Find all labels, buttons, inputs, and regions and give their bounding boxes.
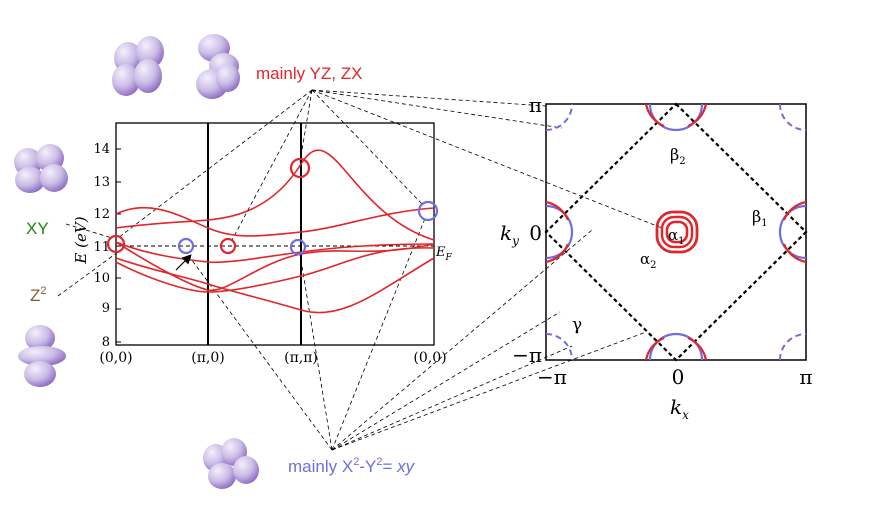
- band-curves: [115, 149, 435, 314]
- gamma-pockets: [545, 103, 807, 361]
- beta2-top-red-right: [687, 103, 708, 128]
- ky-axis-label: ky: [500, 221, 519, 248]
- beta1-left-red: [545, 200, 570, 221]
- ytick-9: 9: [102, 301, 110, 316]
- band-y-ticks: 8 9 10 11 12 13 14: [93, 142, 110, 350]
- fermi-y-ticks: π 0 −π: [512, 93, 542, 367]
- folded-bz-diamond: [544, 102, 808, 362]
- ky-tick-zero: 0: [529, 221, 542, 245]
- connector-lines: [57, 89, 663, 451]
- beta2-bottom-red-right: [687, 336, 708, 361]
- marker-red-gamma: [106, 234, 126, 254]
- beta2-bottom-blue: [648, 332, 704, 361]
- kx-tick-minus-pi: −π: [537, 365, 567, 389]
- beta1-right-red: [782, 200, 807, 221]
- marker-blue-gamma-end: [417, 200, 439, 222]
- alpha2-inner-pocket: [660, 215, 694, 249]
- ytick-13: 13: [93, 175, 110, 190]
- orbital-z2-illustration: [18, 325, 66, 387]
- band-y-axis-label: E (eV): [72, 216, 90, 264]
- xtick-gamma-end: (0,0): [413, 350, 446, 366]
- label-xy: XY: [26, 219, 49, 238]
- alpha1-pocket: [665, 220, 689, 244]
- label-z2: Z2: [30, 285, 47, 305]
- marker-red-x: [219, 237, 237, 255]
- fermi-x-ticks: −π 0 π: [537, 365, 813, 389]
- beta1-right-blue: [778, 204, 807, 260]
- label-beta2: β2: [670, 145, 686, 167]
- ky-tick-minus-pi: −π: [512, 343, 542, 367]
- orbital-yz-illustration: [112, 36, 164, 96]
- kx-axis-label: kx: [670, 395, 689, 422]
- marker-blue-x: [177, 237, 195, 255]
- band-x-ticks: (0,0) (π,0) (π,π) (0,0): [99, 350, 446, 366]
- band-structure-plot: EF 8 9 10 11 12 13 14 E (eV) (0,0) (π,0)…: [72, 122, 453, 366]
- marker-blue-m: [289, 238, 307, 256]
- orbital-xy-illustration: [14, 144, 68, 193]
- ytick-8: 8: [102, 335, 110, 350]
- beta2-bottom-red: [644, 336, 665, 361]
- xtick-gamma: (0,0): [99, 350, 132, 366]
- ytick-10: 10: [93, 271, 110, 286]
- orbital-x2y2-illustration: [203, 438, 259, 489]
- fermi-surface-plot: α1 α2 β2 β1 γ −π 0 π π 0 −π kx ky: [500, 93, 813, 422]
- ytick-11: 11: [93, 240, 110, 255]
- xtick-m: (π,π): [284, 350, 318, 366]
- beta2-top-red: [644, 103, 665, 128]
- label-alpha1: α1: [668, 226, 685, 247]
- ky-tick-pi: π: [529, 93, 542, 117]
- beta2-top-blue: [648, 103, 704, 132]
- label-yz-zx: mainly YZ, ZX: [256, 64, 362, 83]
- label-alpha2: α2: [640, 250, 657, 271]
- crossing-arrow: [175, 254, 192, 271]
- fermi-level-label: EF: [435, 245, 453, 263]
- marker-red-m: [289, 157, 311, 179]
- alpha2-pocket: [655, 210, 699, 254]
- orbital-zx-illustration: [196, 34, 240, 99]
- kx-tick-pi: π: [799, 365, 812, 389]
- band-plot-frame: [115, 122, 435, 346]
- label-x2y2: mainly X2-Y2= xy: [288, 456, 416, 476]
- kx-tick-zero: 0: [672, 365, 685, 389]
- ytick-14: 14: [93, 142, 110, 157]
- xtick-x: (π,0): [191, 350, 224, 366]
- beta1-left-blue: [545, 204, 574, 260]
- label-gamma: γ: [572, 315, 582, 335]
- beta1-left-red-b: [545, 243, 570, 264]
- label-beta1: β1: [752, 207, 768, 229]
- ytick-12: 12: [93, 207, 110, 222]
- beta1-right-red-b: [782, 243, 807, 264]
